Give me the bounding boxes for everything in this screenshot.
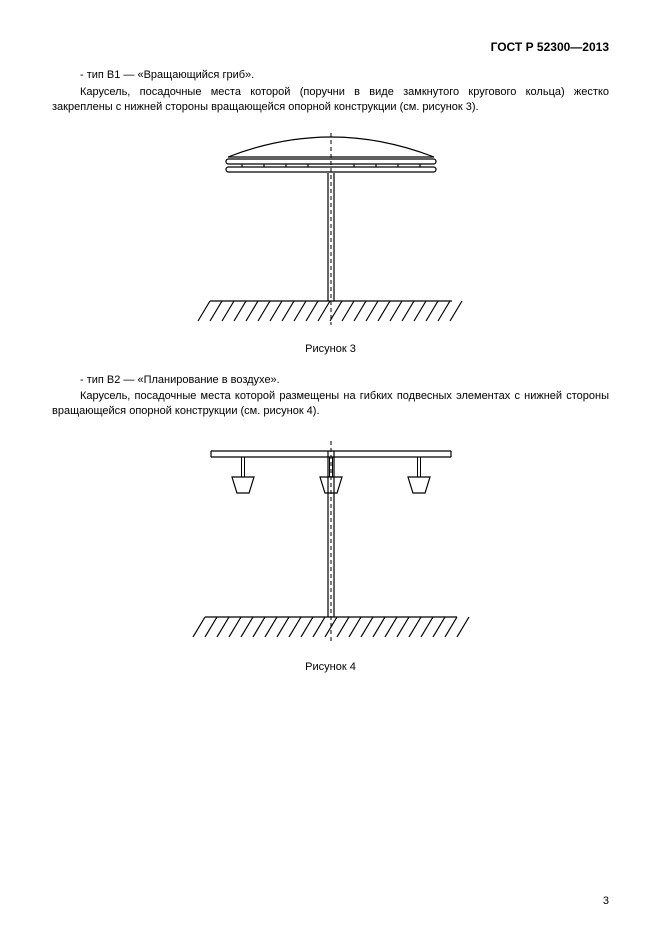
figure-3-container <box>52 123 609 329</box>
section2-bullet: - тип В2 — «Планирование в воздухе». <box>52 373 609 388</box>
figure-4-container <box>52 427 609 647</box>
standard-code-header: ГОСТ Р 52300—2013 <box>52 40 609 54</box>
section1-para: Карусель, посадочные места которой (пору… <box>52 85 609 115</box>
page-number: 3 <box>603 895 609 907</box>
figure-3-svg <box>186 123 476 329</box>
figure-3-caption: Рисунок 3 <box>52 343 609 355</box>
section1-bullet: - тип В1 — «Вращающийся гриб». <box>52 68 609 83</box>
section2-para: Карусель, посадочные места которой разме… <box>52 389 609 419</box>
figure-4-svg <box>181 427 481 647</box>
figure-4-caption: Рисунок 4 <box>52 661 609 673</box>
